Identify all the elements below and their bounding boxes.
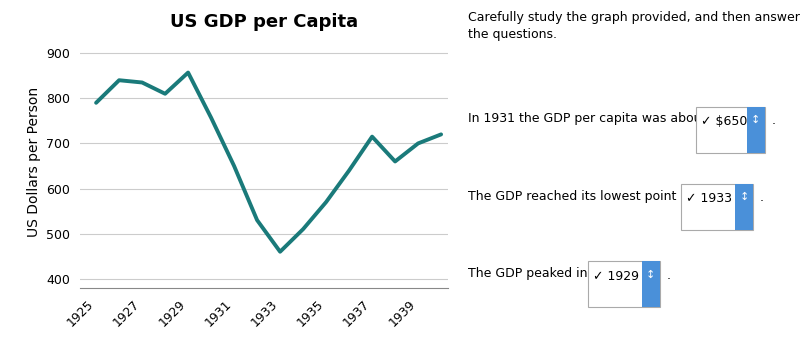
FancyBboxPatch shape xyxy=(588,261,660,307)
FancyBboxPatch shape xyxy=(696,107,765,153)
Y-axis label: US Dollars per Person: US Dollars per Person xyxy=(26,86,41,237)
FancyBboxPatch shape xyxy=(681,184,754,230)
Text: ✓ 1929: ✓ 1929 xyxy=(593,270,638,283)
Text: .: . xyxy=(771,114,775,127)
Text: The GDP peaked in: The GDP peaked in xyxy=(468,267,587,280)
Text: ✓ 1933: ✓ 1933 xyxy=(686,192,732,205)
Text: .: . xyxy=(666,269,670,282)
FancyBboxPatch shape xyxy=(642,261,660,307)
Text: In 1931 the GDP per capita was about: In 1931 the GDP per capita was about xyxy=(468,112,706,125)
Title: US GDP per Capita: US GDP per Capita xyxy=(170,13,358,31)
FancyBboxPatch shape xyxy=(746,107,765,153)
Text: ↕: ↕ xyxy=(751,115,761,125)
Text: ↕: ↕ xyxy=(740,192,749,202)
Text: ✓ $650: ✓ $650 xyxy=(701,115,747,128)
Text: .: . xyxy=(760,191,764,204)
Text: ↕: ↕ xyxy=(646,270,655,279)
FancyBboxPatch shape xyxy=(735,184,754,230)
Text: Carefully study the graph provided, and then answer
the questions.: Carefully study the graph provided, and … xyxy=(468,11,800,40)
Text: The GDP reached its lowest point in: The GDP reached its lowest point in xyxy=(468,190,692,203)
